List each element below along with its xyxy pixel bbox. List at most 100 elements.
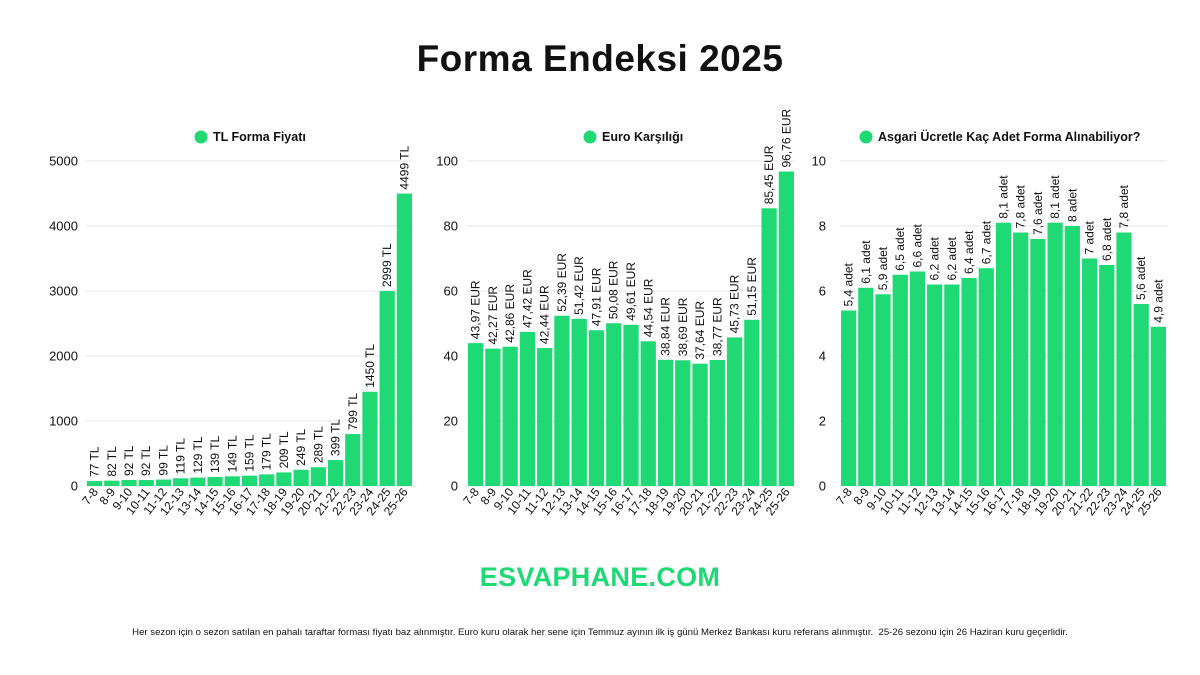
data-label: 6,7 adet — [979, 220, 993, 264]
bar — [995, 222, 1012, 486]
data-label: 51,42 EUR — [572, 256, 586, 315]
bar — [726, 337, 743, 486]
data-label: 6,2 adet — [928, 236, 942, 280]
chart-panel-1: 0 1000 2000 3000 4000 5000 TL Forma Fiyatı 77 T… — [49, 130, 413, 518]
data-label: 209 TL — [277, 431, 291, 468]
bar — [709, 359, 725, 486]
data-label: 6,4 adet — [962, 230, 976, 274]
data-label: 6,2 adet — [945, 236, 959, 280]
legend-label: Euro Karşılığı — [602, 130, 683, 144]
bar — [121, 480, 137, 486]
bar — [640, 341, 656, 486]
bar — [104, 480, 120, 486]
legend-marker — [194, 130, 208, 144]
y-tick-label: 40 — [444, 349, 458, 364]
data-label: 7,6 adet — [1031, 191, 1045, 235]
data-label: 5,4 adet — [842, 262, 856, 306]
data-label: 42,44 EUR — [538, 285, 552, 344]
bar — [259, 474, 275, 486]
bar — [345, 434, 361, 486]
data-label: 399 TL — [329, 419, 343, 456]
bar — [396, 193, 412, 486]
data-label: 82 TL — [105, 446, 119, 477]
legend: Euro Karşılığı — [583, 130, 683, 144]
y-tick-label: 0 — [819, 479, 826, 494]
data-label: 8 adet — [1065, 188, 1079, 222]
bar — [692, 363, 708, 486]
data-label: 7,8 adet — [1117, 184, 1131, 228]
bar — [537, 348, 553, 486]
y-tick-label: 80 — [444, 219, 458, 234]
y-tick-label: 10 — [812, 154, 826, 169]
y-tick-label: 2 — [819, 414, 826, 429]
data-label: 159 TL — [243, 434, 257, 471]
bar — [554, 315, 570, 486]
bar — [224, 476, 240, 486]
bar — [961, 278, 977, 486]
legend: TL Forma Fiyatı — [194, 130, 306, 144]
data-label: 52,39 EUR — [555, 253, 569, 312]
data-label: 2999 TL — [380, 243, 394, 287]
bar — [87, 480, 103, 486]
y-tick-label: 4000 — [49, 219, 78, 234]
y-tick-label: 3000 — [49, 284, 78, 299]
data-label: 1450 TL — [363, 344, 377, 388]
bar — [138, 480, 154, 486]
data-label: 42,27 EUR — [486, 286, 500, 345]
y-tick-label: 60 — [444, 284, 458, 299]
bar — [173, 478, 189, 486]
data-label: 5,9 adet — [876, 246, 890, 290]
data-label: 96,76 EUR — [779, 108, 793, 167]
data-label: 4499 TL — [397, 145, 411, 189]
y-tick-label: 2000 — [49, 349, 78, 364]
data-label: 49,61 EUR — [624, 262, 638, 321]
bar — [892, 274, 908, 486]
y-tick-label: 100 — [436, 154, 458, 169]
y-tick-label: 20 — [444, 414, 458, 429]
bar — [778, 171, 794, 486]
data-label: 5,6 adet — [1134, 256, 1148, 300]
bar — [468, 343, 484, 486]
bar — [927, 284, 943, 486]
data-label: 38,69 EUR — [676, 297, 690, 356]
data-label: 7 adet — [1083, 220, 1097, 254]
data-label: 42,86 EUR — [503, 284, 517, 343]
legend: Asgari Ücretle Kaç Adet Forma Alınabiliy… — [859, 129, 1140, 144]
data-label: 99 TL — [156, 445, 170, 476]
footnote: Her sezon için o sezon satılan en pahalı… — [132, 627, 1068, 638]
data-label: 47,42 EUR — [520, 269, 534, 328]
bar — [1150, 326, 1166, 486]
bar — [293, 469, 309, 486]
data-label: 45,73 EUR — [728, 274, 742, 333]
data-label: 119 TL — [174, 438, 188, 475]
data-label: 6,5 adet — [893, 227, 907, 271]
data-label: 50,08 EUR — [607, 260, 621, 319]
data-label: 37,64 EUR — [693, 301, 707, 360]
data-label: 47,91 EUR — [589, 267, 603, 326]
data-label: 8,1 adet — [1048, 175, 1062, 219]
data-label: 4,9 adet — [1151, 279, 1165, 323]
bar — [606, 323, 622, 486]
y-tick-label: 8 — [819, 219, 826, 234]
bar — [675, 360, 691, 486]
bar — [571, 318, 587, 486]
data-label: 289 TL — [311, 426, 325, 463]
bar — [978, 268, 994, 486]
legend-label: Asgari Ücretle Kaç Adet Forma Alınabiliy… — [878, 129, 1140, 144]
bar — [379, 291, 395, 486]
bar — [519, 331, 536, 486]
bar — [502, 346, 518, 486]
bar — [485, 348, 501, 486]
data-label: 179 TL — [260, 433, 274, 470]
bar — [310, 467, 326, 486]
bar — [1013, 232, 1029, 486]
data-label: 799 TL — [346, 393, 360, 430]
bar — [155, 479, 172, 486]
legend-label: TL Forma Fiyatı — [213, 130, 306, 144]
bar — [362, 391, 378, 486]
data-label: 7,8 adet — [1014, 184, 1028, 228]
bar — [744, 319, 760, 486]
bar — [657, 359, 674, 486]
